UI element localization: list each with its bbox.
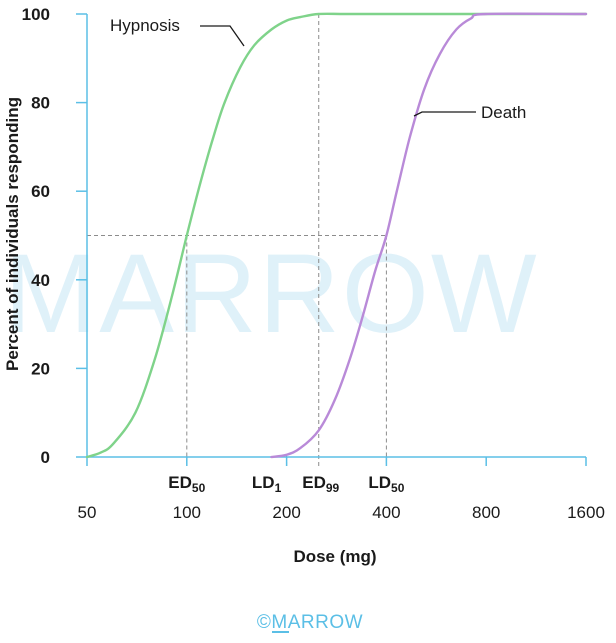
x-tick-label: 800	[472, 503, 500, 522]
y-tick-label: 20	[31, 359, 50, 378]
x-tick-label: 1600	[567, 503, 605, 522]
tick-labels: 0 20 40 60 80 100 50 100 200 400 800 1600	[22, 5, 605, 522]
y-axis-title: Percent of individuals responding	[3, 97, 22, 371]
x-tick-label: 200	[272, 503, 300, 522]
reference-guide-lines	[87, 14, 387, 466]
series-label-death: Death	[481, 103, 526, 122]
series-line-death	[270, 12, 588, 459]
x-tick-label: 400	[372, 503, 400, 522]
x-tick-label: 100	[173, 503, 201, 522]
y-tick-label: 100	[22, 5, 50, 24]
marker-label-ed99: ED99	[302, 473, 339, 495]
y-tick-label: 0	[41, 448, 50, 467]
marker-labels: ED50 LD1 ED99 LD50	[168, 473, 404, 495]
copyright-text: ©MARROW	[257, 612, 363, 633]
x-tick-label: 50	[78, 503, 97, 522]
y-tick-label: 40	[31, 271, 50, 290]
axes	[76, 13, 587, 466]
y-tick-label: 80	[31, 94, 50, 113]
watermark-text: MARROW	[4, 231, 539, 356]
series-label-hypnosis: Hypnosis	[110, 16, 180, 35]
hypnosis-leader-line	[200, 25, 245, 47]
x-axis-title: Dose (mg)	[293, 547, 376, 566]
marker-label-ld1: LD1	[252, 473, 282, 495]
y-tick-label: 60	[31, 182, 50, 201]
series-labels: Hypnosis Death	[110, 16, 526, 122]
marker-label-ed50: ED50	[168, 473, 205, 495]
series-line-hypnosis	[85, 12, 588, 459]
series-curves	[85, 12, 588, 459]
marker-label-ld50: LD50	[368, 473, 404, 495]
death-leader-line	[413, 111, 476, 117]
